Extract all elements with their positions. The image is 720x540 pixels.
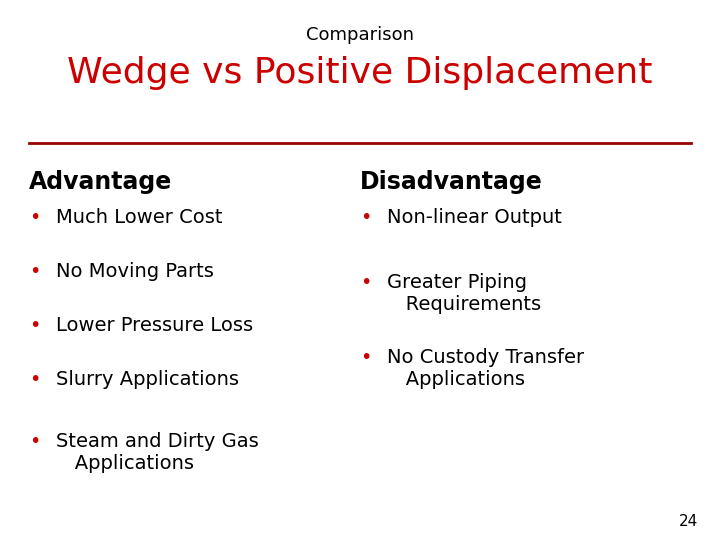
Text: 24: 24 bbox=[679, 514, 698, 529]
Text: Slurry Applications: Slurry Applications bbox=[56, 370, 239, 389]
Text: •: • bbox=[360, 208, 372, 227]
Text: Advantage: Advantage bbox=[29, 170, 172, 194]
Text: •: • bbox=[29, 208, 40, 227]
Text: •: • bbox=[29, 262, 40, 281]
Text: Disadvantage: Disadvantage bbox=[360, 170, 543, 194]
Text: No Moving Parts: No Moving Parts bbox=[56, 262, 214, 281]
Text: Much Lower Cost: Much Lower Cost bbox=[56, 208, 222, 227]
Text: Steam and Dirty Gas
   Applications: Steam and Dirty Gas Applications bbox=[56, 432, 259, 473]
Text: •: • bbox=[29, 316, 40, 335]
Text: Wedge vs Positive Displacement: Wedge vs Positive Displacement bbox=[67, 56, 653, 90]
Text: Greater Piping
   Requirements: Greater Piping Requirements bbox=[387, 273, 541, 314]
Text: •: • bbox=[360, 273, 372, 292]
Text: Non-linear Output: Non-linear Output bbox=[387, 208, 562, 227]
Text: •: • bbox=[360, 348, 372, 367]
Text: No Custody Transfer
   Applications: No Custody Transfer Applications bbox=[387, 348, 585, 389]
Text: •: • bbox=[29, 432, 40, 451]
Text: Comparison: Comparison bbox=[306, 26, 414, 44]
Text: •: • bbox=[29, 370, 40, 389]
Text: Lower Pressure Loss: Lower Pressure Loss bbox=[56, 316, 253, 335]
